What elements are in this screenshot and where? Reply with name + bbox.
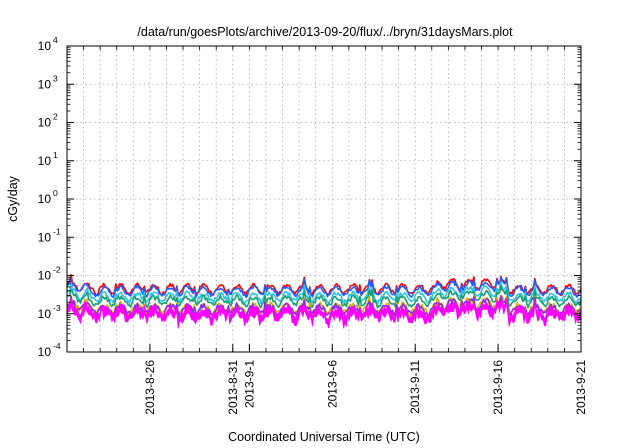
y-tick-label: 10: [38, 116, 52, 130]
y-tick-label: 10: [38, 345, 52, 359]
x-tick-label: 2013-9-21: [574, 360, 588, 415]
x-tick-label: 2013-9-11: [408, 360, 422, 414]
x-axis-label: Coordinated Universal Time (UTC): [228, 430, 420, 444]
y-tick-exponent: -2: [53, 265, 61, 275]
y-tick-label: 10: [38, 230, 52, 244]
y-tick-label: 10: [38, 269, 52, 283]
series-line: [66, 276, 582, 299]
y-tick-label: 10: [38, 307, 52, 321]
y-tick-label: 10: [38, 77, 52, 91]
x-tick-label: 2013-9-6: [325, 360, 339, 408]
grid: [67, 46, 581, 352]
y-tick-exponent: 0: [53, 188, 58, 198]
y-tick-label: 10: [38, 154, 52, 168]
x-tick-label: 2013-9-16: [491, 360, 505, 415]
x-tick-label: 2013-8-26: [143, 360, 157, 415]
y-tick-exponent: -3: [53, 303, 61, 313]
y-tick-exponent: 1: [53, 150, 58, 160]
y-tick-label: 10: [38, 192, 52, 206]
y-tick-exponent: 3: [53, 73, 58, 83]
y-axis-label: cGy/day: [6, 175, 20, 222]
series-line: [66, 280, 582, 305]
y-tick-label: 10: [38, 39, 52, 53]
series-group: [66, 273, 582, 329]
y-tick-exponent: 4: [53, 35, 58, 45]
y-tick-exponent: 2: [53, 112, 58, 122]
y-tick-exponent: -4: [53, 341, 61, 351]
series-line: [66, 284, 582, 309]
y-tick-exponent: -1: [53, 226, 61, 236]
chart-title: /data/run/goesPlots/archive/2013-09-20/f…: [137, 25, 513, 39]
x-tick-label: 2013-9-1: [242, 360, 256, 408]
x-tick-label: 2013-8-31: [226, 360, 240, 415]
x-axis: 2013-8-26 2013-8-31 2013-9-1 2013-9-6 2013-9…: [83, 46, 588, 415]
